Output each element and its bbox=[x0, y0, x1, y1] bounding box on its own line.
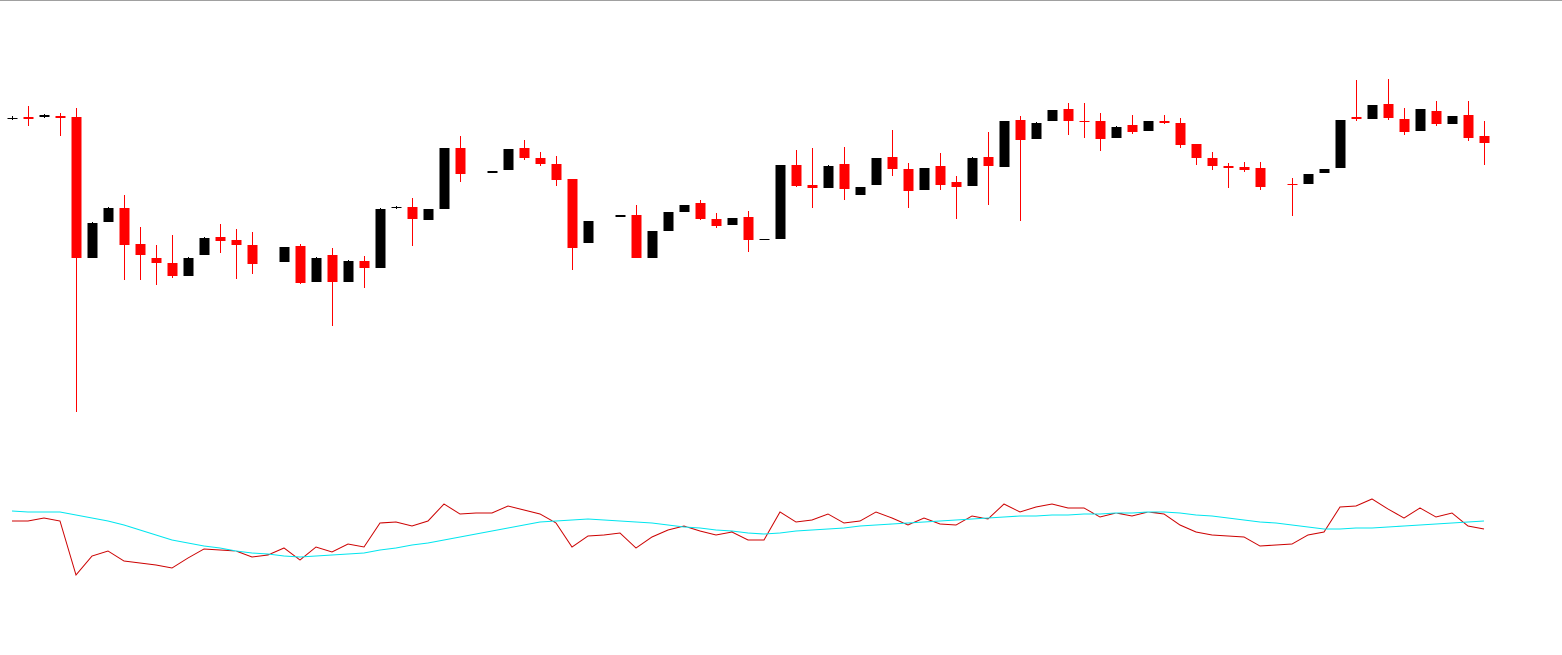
candle-body bbox=[1239, 167, 1250, 170]
candle-body bbox=[1191, 144, 1202, 158]
candle-body bbox=[55, 116, 66, 118]
candle-body bbox=[1175, 123, 1186, 145]
candle-body bbox=[567, 179, 578, 248]
candle-body bbox=[391, 207, 402, 208]
candle-body bbox=[1223, 166, 1234, 168]
candle-body bbox=[551, 164, 562, 180]
candle-body bbox=[951, 182, 962, 187]
candle-body bbox=[71, 117, 82, 258]
candle-body bbox=[1047, 110, 1058, 121]
candle-body bbox=[535, 158, 546, 164]
candle-body bbox=[503, 149, 514, 170]
candle-body bbox=[615, 215, 626, 217]
candle-body bbox=[23, 117, 34, 119]
candle-body bbox=[1399, 119, 1410, 132]
candle-body bbox=[439, 148, 450, 209]
candle-body bbox=[663, 212, 674, 231]
candle-body bbox=[343, 261, 354, 282]
candle-body bbox=[199, 238, 210, 255]
candle-body bbox=[1127, 125, 1138, 132]
candle-body bbox=[583, 221, 594, 243]
candle-body bbox=[103, 208, 114, 222]
candle-body bbox=[1463, 115, 1474, 138]
candle-body bbox=[727, 218, 738, 225]
candle-body bbox=[1479, 136, 1490, 143]
candle-body bbox=[999, 121, 1010, 167]
candle-body bbox=[375, 209, 386, 268]
candle-body bbox=[791, 165, 802, 186]
candle-body bbox=[1367, 105, 1378, 119]
indicator-line bbox=[12, 498, 1485, 577]
candle-body bbox=[1415, 109, 1426, 131]
candle-body bbox=[1447, 116, 1458, 124]
candle-body bbox=[247, 245, 258, 264]
candle-body bbox=[455, 148, 466, 174]
candle-body bbox=[423, 209, 434, 220]
candle-body bbox=[871, 158, 882, 185]
candle-body bbox=[695, 203, 706, 219]
candle-body bbox=[1015, 120, 1026, 140]
candle-body bbox=[359, 261, 370, 268]
candle-body bbox=[647, 231, 658, 258]
candle-body bbox=[135, 244, 146, 255]
candle-body bbox=[327, 255, 338, 282]
candle-body bbox=[183, 258, 194, 276]
candle-body bbox=[39, 115, 50, 117]
candle-body bbox=[295, 246, 306, 283]
candle-body bbox=[7, 118, 18, 119]
candle-body bbox=[87, 223, 98, 258]
candle-body bbox=[151, 258, 162, 263]
candle-body bbox=[1255, 168, 1266, 187]
candle-body bbox=[407, 207, 418, 219]
candle-body bbox=[119, 208, 130, 245]
candle-body bbox=[1351, 117, 1362, 119]
candle-body bbox=[935, 166, 946, 185]
candle-body bbox=[967, 158, 978, 186]
candle-body bbox=[1431, 111, 1442, 124]
candle-body bbox=[759, 239, 770, 240]
candle-body bbox=[231, 240, 242, 245]
candle-body bbox=[1207, 158, 1218, 166]
candle-body bbox=[775, 165, 786, 239]
candle-body bbox=[855, 187, 866, 195]
candle-body bbox=[919, 168, 930, 190]
indicator-line bbox=[11, 510, 1485, 558]
candle-body bbox=[1303, 174, 1314, 184]
candle-body bbox=[1111, 127, 1122, 138]
candle-body bbox=[279, 247, 290, 262]
candle-body bbox=[311, 258, 322, 282]
candle-body bbox=[487, 171, 498, 173]
candle-body bbox=[679, 205, 690, 212]
candle-body bbox=[1079, 121, 1090, 122]
candle-body bbox=[743, 217, 754, 240]
candle-body bbox=[823, 166, 834, 188]
candle-body bbox=[1031, 123, 1042, 139]
candle-body bbox=[519, 148, 530, 158]
candle-body bbox=[711, 219, 722, 226]
candle-body bbox=[167, 263, 178, 276]
candle-body bbox=[1287, 184, 1298, 185]
candle-body bbox=[1383, 104, 1394, 118]
candle-body bbox=[983, 157, 994, 166]
candle-body bbox=[887, 157, 898, 169]
candle-body bbox=[1063, 109, 1074, 121]
candle-body bbox=[1335, 120, 1346, 168]
candle-body bbox=[215, 237, 226, 241]
candle-body bbox=[807, 185, 818, 188]
candle-body bbox=[839, 164, 850, 189]
candle-body bbox=[1159, 121, 1170, 123]
candle-body bbox=[1095, 121, 1106, 139]
candle-body bbox=[631, 215, 642, 258]
candle-body bbox=[903, 169, 914, 191]
candle-body bbox=[1143, 121, 1154, 131]
candle-body bbox=[1319, 169, 1330, 173]
